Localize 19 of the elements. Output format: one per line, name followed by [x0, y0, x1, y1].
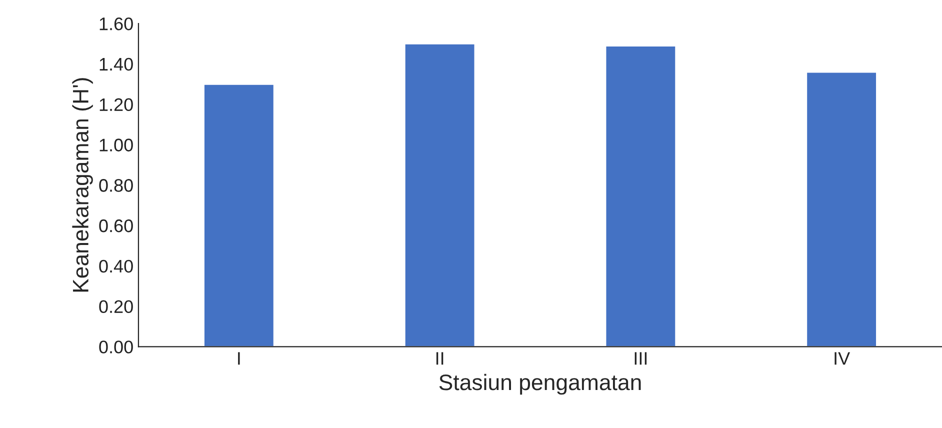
y-tick-label: 1.20 [100, 98, 133, 112]
bar [404, 43, 476, 347]
x-tick-label: IV [834, 352, 850, 365]
bar [203, 83, 275, 347]
x-tick-label: I [238, 352, 240, 365]
y-tick-label: 0.00 [99, 340, 133, 354]
y-tick-label: 1.00 [100, 138, 133, 152]
y-tick-label: 1.60 [100, 17, 133, 30]
x-axis-title: Stasiun pengamatan [439, 374, 641, 395]
y-tick-label: 0.20 [99, 300, 133, 314]
y-tick-label: 1.40 [100, 58, 133, 71]
x-tick-label: III [634, 352, 647, 365]
y-axis-title: Keanekaragaman (H') [72, 78, 93, 292]
bar [604, 45, 677, 347]
y-tick-label: 0.60 [99, 219, 133, 232]
y-tick-label: 0.40 [99, 260, 133, 273]
y-tick-label: 0.80 [99, 179, 133, 192]
bar [806, 71, 878, 347]
x-tick-label: II [436, 352, 444, 365]
